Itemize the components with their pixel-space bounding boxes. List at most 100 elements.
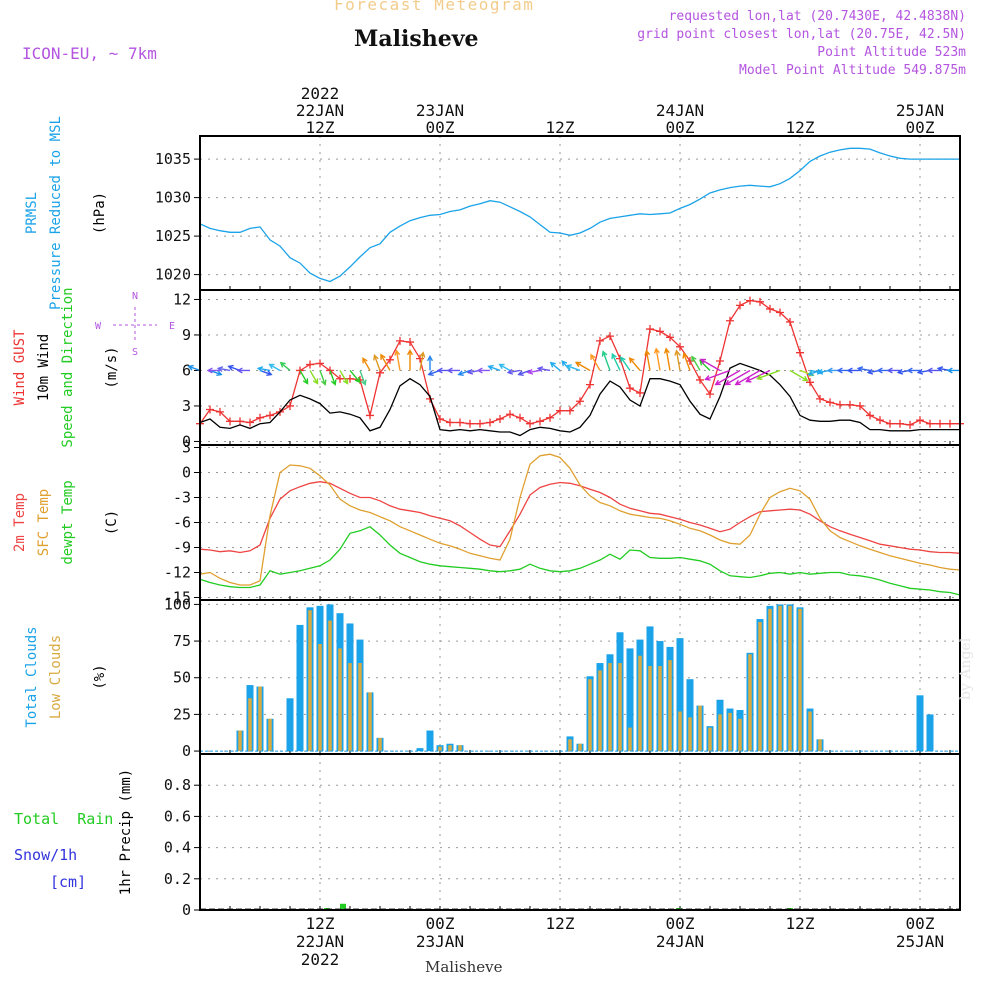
wind-barb-shaft [725,369,751,386]
wind-barb [536,366,551,373]
low-cloud-bar [728,712,732,752]
total-cloud-bar [416,748,424,752]
low-cloud-bar [368,692,372,752]
low-cloud-bar [328,620,332,752]
low-cloud-bar [808,711,812,752]
total-cloud-bar [426,730,434,752]
gust-marker [486,418,494,427]
y-tick-label: 0 [182,742,191,760]
low-cloud-bar [618,663,622,752]
y-tick-label: 0 [182,901,191,919]
gust-marker [406,338,414,347]
wind-barb-head [565,364,572,370]
compass-east: E [169,321,175,332]
low-cloud-bar [648,666,652,752]
wind-barb [601,350,611,371]
gust-marker [316,359,324,368]
y-tick-label: 1025 [155,227,191,245]
wind-barb [517,369,531,377]
low-cloud-bar [668,660,672,752]
wind-barb [789,369,809,382]
wind-barb [611,352,621,371]
wind-barb [526,368,541,375]
wind-barb-head [216,370,223,377]
low-cloud-bar [698,705,702,752]
wind-barb-shaft [395,350,401,371]
time-label-top: 12Z [306,118,335,137]
wind-barb-shaft [319,370,326,385]
wind-barb-head [561,360,568,367]
low-cloud-bar [448,745,452,752]
wind-barb-head [187,364,194,371]
y-axis-label: (%) [92,664,108,689]
wind-barb [406,348,414,371]
gust-marker [876,416,884,425]
y-axis-label: (C) [104,510,120,535]
time-label-top: 24JAN [656,101,704,120]
y-axis-label: (m/s) [104,346,120,388]
low-cloud-bar [458,745,462,752]
gust-marker [866,411,874,420]
wind-barb-head [590,353,596,360]
wind-barb-head [896,368,904,375]
wind-barb [699,358,721,372]
compass-south: S [132,347,138,358]
time-label-top: 2022 [301,84,340,103]
time-label-top: 22JAN [296,101,344,120]
series-prmsl [199,147,960,283]
wind-barb-shaft [488,365,501,372]
time-label-top: 12Z [546,118,575,137]
wind-barb [745,369,771,383]
gust-marker [306,360,314,369]
low-cloud-bar [798,608,802,752]
wind-barb-head [498,363,505,370]
gust-marker [576,397,584,406]
low-cloud-bar [788,605,792,752]
wind-barb [886,367,900,374]
low-cloud-bar [598,670,602,752]
wind-barb-head [536,366,544,373]
wind-barb-shaft [699,360,711,371]
time-label-bottom: 00Z [426,914,455,933]
wind-barb [362,357,371,371]
wind-barb [187,364,201,372]
wind-barb [619,356,631,371]
low-cloud-bar [568,739,572,752]
panel-pressure: 1020 1025 1030 1035 PRMSL Pressure Reduced to… [24,116,961,310]
time-label-bottom: 2022 [301,950,340,969]
low-cloud-bar [238,730,242,752]
y-tick-label: 0.8 [164,776,191,794]
low-cloud-bar [338,648,342,752]
gust-marker [936,419,944,428]
gust-marker [886,419,894,428]
wind-barb-head [227,364,234,371]
y-axis-label: 10m Wind [36,334,52,401]
wind-barb-shaft [645,350,651,371]
model-altitude: Model Point Altitude 549.875m [739,63,966,78]
wind-barb-head [330,379,337,386]
y-tick-label: 12 [173,290,191,308]
wind-barb [644,349,651,371]
wind-barb-head [446,367,453,374]
wind-barb [653,347,661,371]
gust-marker [946,419,954,428]
watermark: by Angel [958,637,974,700]
y-tick-label: 0 [182,464,191,482]
gust-marker [366,411,374,420]
wind-barb-head [457,370,464,377]
gust-marker [766,304,774,313]
y-axis-label: Total Clouds [24,626,40,727]
wind-barb [807,369,821,377]
wind-barb-head [619,356,626,363]
wind-barb [487,364,501,372]
wind-barb-head [406,348,414,356]
footer-location: Malisheve [425,958,503,976]
time-label-bottom: 23JAN [416,932,464,951]
wind-barb [846,367,860,374]
wind-barb-head [691,355,697,362]
wind-barb-shaft [329,370,336,385]
low-cloud-bar [688,717,692,752]
wind-barb [663,347,671,371]
snow-bar [340,903,346,910]
wind-barb-head [436,367,443,374]
